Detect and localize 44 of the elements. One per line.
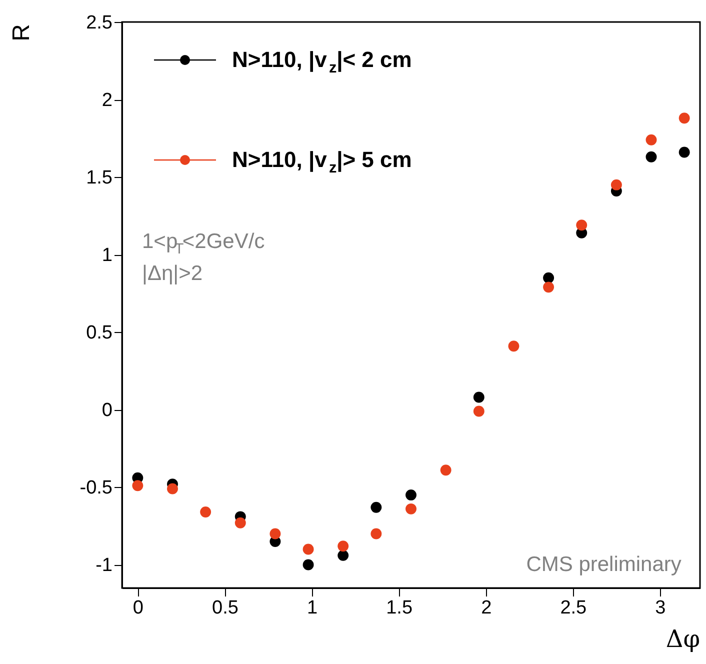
x-tick-label: 1.5: [386, 598, 413, 618]
y-tick-label: 0.5: [86, 322, 112, 344]
x-tick-label: 2: [481, 598, 492, 618]
y-tick-label: 1.5: [86, 168, 112, 189]
point: [370, 502, 382, 513]
point: [473, 392, 484, 403]
point: [610, 179, 622, 190]
point: [132, 480, 144, 492]
point: [646, 151, 657, 162]
point: [406, 489, 416, 500]
x-tick-label: 2.5: [560, 598, 587, 618]
point: [678, 112, 690, 124]
point: [338, 550, 349, 561]
point: [234, 517, 246, 528]
y-tick-label: 2.5: [86, 12, 112, 34]
point: [167, 483, 178, 494]
x-tick-label: 1: [306, 598, 318, 618]
y-tick-label: -0.5: [80, 478, 112, 499]
annotation: CMS preliminary: [526, 553, 682, 576]
point: [543, 272, 554, 284]
point: [302, 559, 314, 570]
point: [576, 220, 588, 231]
x-axis-title: Δφ: [666, 625, 700, 653]
point: [543, 282, 554, 293]
point: [440, 464, 452, 476]
y-tick-label: 0: [102, 400, 112, 422]
point: [302, 544, 314, 555]
annotation: |Δη|>2: [142, 262, 203, 285]
y-tick-label: 1: [102, 245, 112, 266]
point: [678, 146, 690, 158]
y-axis-title: R: [8, 24, 35, 42]
x-tick-label: 3: [655, 598, 666, 618]
point: [406, 503, 416, 514]
x-tick-label: 0.5: [212, 598, 238, 618]
point: [200, 506, 212, 518]
point: [508, 340, 520, 352]
point: [338, 540, 349, 552]
point: [473, 406, 484, 417]
point: [370, 528, 382, 540]
x-tick-label: 0: [132, 598, 144, 618]
y-tick-label: -1: [96, 555, 112, 576]
point: [270, 528, 281, 540]
y-tick-label: 2: [102, 90, 112, 112]
point: [646, 134, 657, 146]
